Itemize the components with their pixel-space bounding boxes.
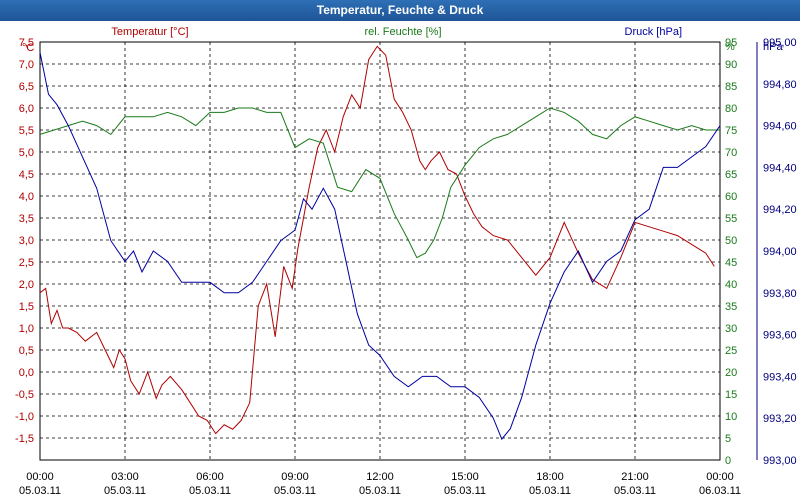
pressure-tick-label: 993,00 (763, 455, 797, 467)
x-tick-time: 09:00 (281, 471, 309, 483)
humidity-unit-label: % (725, 41, 735, 53)
temp-tick-label: 6,5 (19, 81, 34, 93)
x-tick-time: 06:00 (196, 471, 224, 483)
legend-pressure: Druck [hPa] (625, 26, 682, 38)
pressure-tick-label: 993,40 (763, 371, 797, 383)
temp-tick-label: -1,5 (15, 433, 34, 445)
humidity-tick-label: 60 (725, 191, 737, 203)
x-tick-time: 00:00 (706, 471, 734, 483)
humidity-tick-label: 0 (725, 455, 731, 467)
temp-tick-label: -1,0 (15, 411, 34, 423)
temp-tick-label: 1,5 (19, 301, 34, 313)
x-tick-date: 05.03.11 (444, 485, 486, 497)
temp-unit-label: °C (22, 42, 34, 54)
series-line-humidity (39, 107, 720, 259)
pressure-tick-label: 993,60 (763, 330, 797, 342)
pressure-tick-label: 994,20 (763, 204, 797, 216)
pressure-tick-label: 995,00 (763, 37, 797, 49)
humidity-tick-label: 95 (725, 37, 737, 49)
temp-tick-label: 1,0 (19, 323, 34, 335)
temp-tick-label: 4,5 (19, 169, 34, 181)
x-tick-date: 06.03.11 (699, 485, 741, 497)
pressure-unit-label: hPa (763, 41, 783, 53)
humidity-tick-label: 90 (725, 59, 737, 71)
temp-tick-label: 4,0 (19, 191, 34, 203)
x-tick-time: 21:00 (621, 471, 649, 483)
series-line-pressure (39, 52, 721, 441)
x-tick-time: 12:00 (366, 471, 394, 483)
temp-tick-label: 6,0 (19, 103, 34, 115)
pressure-tick-label: 994,00 (763, 246, 797, 258)
humidity-tick-label: 45 (725, 257, 737, 269)
x-tick-time: 15:00 (451, 471, 479, 483)
humidity-tick-label: 55 (725, 213, 737, 225)
humidity-tick-label: 20 (725, 367, 737, 379)
pressure-tick-label: 993,80 (763, 288, 797, 300)
humidity-tick-label: 75 (725, 125, 737, 137)
series-line-temperature (39, 45, 715, 435)
temp-tick-label: 7,0 (19, 59, 34, 71)
x-tick-date: 05.03.11 (359, 485, 401, 497)
temp-tick-label: 0,5 (19, 345, 34, 357)
x-tick-date: 05.03.11 (189, 485, 231, 497)
x-tick-time: 18:00 (536, 471, 564, 483)
humidity-tick-label: 5 (725, 433, 731, 445)
humidity-tick-label: 25 (725, 345, 737, 357)
x-tick-date: 05.03.11 (614, 485, 656, 497)
temp-tick-label: 0,0 (19, 367, 34, 379)
humidity-tick-label: 15 (725, 389, 737, 401)
temp-tick-label: 5,0 (19, 147, 34, 159)
humidity-tick-label: 65 (725, 169, 737, 181)
legend-temperature: Temperatur [°C] (111, 26, 188, 38)
temp-tick-label: 2,5 (19, 257, 34, 269)
x-tick-date: 05.03.11 (19, 485, 61, 497)
temp-tick-label: 3,0 (19, 235, 34, 247)
humidity-tick-label: 80 (725, 103, 737, 115)
humidity-tick-label: 10 (725, 411, 737, 423)
legend-humidity: rel. Feuchte [%] (364, 26, 441, 38)
humidity-tick-label: 40 (725, 279, 737, 291)
temp-tick-label: 5,5 (19, 125, 34, 137)
pressure-tick-label: 993,20 (763, 413, 797, 425)
temp-tick-label: 3,5 (19, 213, 34, 225)
humidity-tick-label: 70 (725, 147, 737, 159)
x-tick-date: 05.03.11 (529, 485, 571, 497)
temp-tick-label: -0,5 (15, 389, 34, 401)
pressure-tick-label: 994,40 (763, 162, 797, 174)
humidity-tick-label: 30 (725, 323, 737, 335)
x-tick-date: 05.03.11 (104, 485, 146, 497)
x-tick-date: 05.03.11 (274, 485, 316, 497)
humidity-tick-label: 35 (725, 301, 737, 313)
temp-tick-label: 7,5 (19, 37, 34, 49)
temp-tick-label: 2,0 (19, 279, 34, 291)
humidity-tick-label: 85 (725, 81, 737, 93)
pressure-tick-label: 994,80 (763, 79, 797, 91)
x-tick-time: 03:00 (111, 471, 139, 483)
window-title: Temperatur, Feuchte & Druck (0, 0, 800, 21)
pressure-tick-label: 994,60 (763, 121, 797, 133)
x-tick-time: 00:00 (26, 471, 54, 483)
humidity-tick-label: 50 (725, 235, 737, 247)
